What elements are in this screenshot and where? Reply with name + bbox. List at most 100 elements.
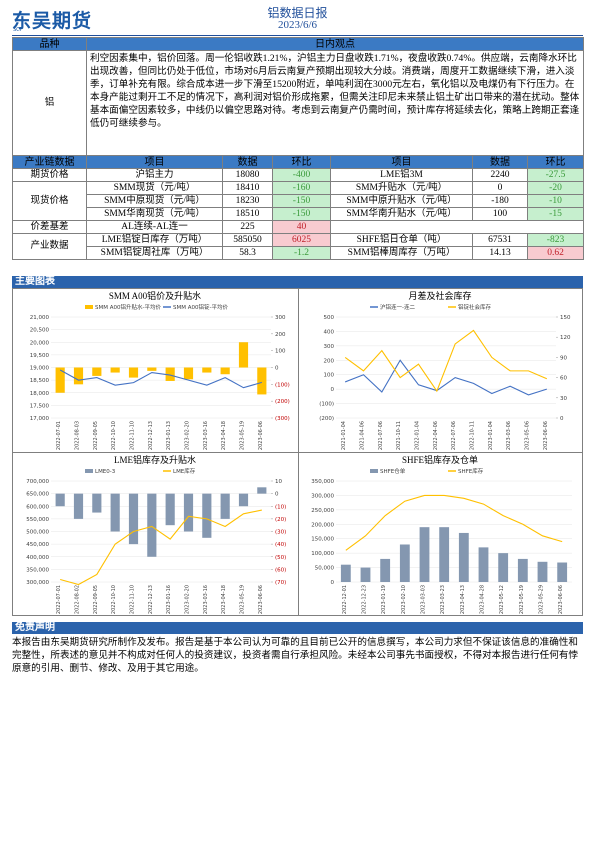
line (344, 329, 548, 393)
change: -1.2 (272, 246, 331, 260)
y-tick-label: 400 (324, 329, 335, 335)
y-tick-label: 18,500 (30, 378, 50, 384)
y-tick-label: 19,000 (30, 366, 50, 372)
item: SMM铝锭周社库（万吨） (86, 246, 223, 260)
y-tick-label: 0 (331, 580, 335, 586)
data-table: 品种 日内观点 铝 利空因素集中，铝价回落。周一伦铝收跌1.21%，沪铝主力日盘… (12, 37, 584, 260)
item: SMM中原现货（元/吨） (86, 194, 223, 208)
x-tick-label: 2021-04-06 (360, 421, 366, 450)
bar (147, 493, 157, 557)
header-cell: 品种 (12, 37, 87, 51)
bar (478, 547, 489, 582)
y-tick-label: 500,000 (26, 530, 49, 536)
value: 585050 (222, 233, 273, 247)
y-tick-label: 20,500 (30, 328, 50, 334)
x-tick-label: 2023-04-28 (480, 585, 486, 614)
bar (439, 527, 450, 582)
group-name: 期货价格 (12, 168, 87, 182)
legend-label: SHFE库存 (458, 467, 484, 475)
value: -180 (472, 194, 528, 208)
industry-row: 产业数据 LME铝锭日库存（万吨） 585050 6025 SHFE铝日仓单（吨） 675… (12, 233, 584, 260)
x-tick-label: 2022-10-11 (470, 421, 476, 450)
x-tick-label: 2022-07-01 (56, 421, 62, 450)
value: 225 (222, 220, 273, 234)
x-tick-label: 2023-06-06 (258, 421, 264, 450)
item: SMM升贴水（元/吨） (330, 181, 473, 195)
x-tick-label: 2022-12-23 (362, 585, 368, 614)
chart-cell: SHFE铝库存及仓单 0 50,000 100,000 150,000 200,000 25… (298, 453, 583, 616)
bar (92, 493, 102, 513)
view-header: 品种 日内观点 (12, 37, 584, 51)
y2-tick-label: (40) (275, 542, 286, 548)
bar (238, 493, 249, 507)
group-name: 现货价格 (12, 181, 87, 221)
logo: 东吴期货 (12, 10, 93, 32)
bar (220, 367, 230, 375)
bar (340, 564, 351, 582)
bar (202, 493, 212, 538)
chart-title: SHFE铝库存及仓单 (402, 454, 478, 465)
header-cell: 产业链数据 (12, 155, 87, 169)
chart: SMM A00铝价及升贴水 17,000 17,500 18,000 18,500 19,… (30, 290, 290, 450)
x-tick-label: 2023-02-10 (401, 585, 407, 614)
value: 2240 (472, 168, 528, 182)
view-row: 铝 利空因素集中，铝价回落。周一伦铝收跌1.21%，沪铝主力日盘收跌1.71%，… (12, 50, 584, 156)
y-tick-label: (200) (319, 416, 334, 422)
bar (55, 367, 65, 393)
y-tick-label: 300,000 (311, 493, 334, 499)
legend-swatch (85, 305, 93, 309)
legend-label: LME0-3 (95, 469, 116, 475)
line (59, 369, 262, 389)
value: 14.13 (472, 246, 528, 260)
value: 18410 (222, 181, 273, 195)
value: 100 (472, 207, 528, 221)
bar (183, 493, 194, 532)
legend-label: 沪铝连一-连二 (380, 303, 415, 311)
y-tick-label: 50,000 (315, 566, 335, 572)
y2-tick-label: 60 (560, 376, 567, 382)
y-tick-label: (100) (319, 402, 334, 408)
x-tick-label: 2023-05-06 (525, 421, 531, 450)
industry-row: SMM华南现货（元/吨） 18510 -150 SMM华南升贴水（元/吨） 100 -15 (13, 207, 584, 221)
x-tick-label: 2022-01-04 (415, 421, 421, 450)
x-tick-label: 2023-06-06 (258, 585, 264, 614)
x-tick-label: 2022-09-05 (93, 421, 99, 450)
item: LME铝锭日库存（万吨） (86, 233, 223, 247)
y-tick-label: 19,500 (30, 353, 50, 359)
x-tick-label: 2022-10-10 (111, 421, 117, 450)
bar (380, 558, 391, 582)
chart-cell: SMM A00铝价及升贴水 17,000 17,500 18,000 18,500 19,… (13, 289, 299, 453)
legend-swatch (85, 469, 93, 473)
bar (128, 367, 139, 378)
legend-swatch (370, 469, 378, 473)
header-cell: 数据 (222, 155, 273, 169)
bar (399, 544, 410, 582)
value: 58.3 (222, 246, 273, 260)
change: -15 (527, 207, 584, 221)
value: 0 (472, 181, 528, 195)
header-cell: 项目 (330, 155, 473, 169)
y-tick-label: 200,000 (311, 522, 334, 528)
change: -400 (272, 168, 331, 182)
y2-tick-label: 0 (275, 366, 279, 372)
y-tick-label: 21,000 (30, 315, 50, 321)
y2-tick-label: (30) (275, 530, 286, 536)
y-tick-label: 300,000 (26, 580, 49, 586)
charts-area: SMM A00铝价及升贴水 17,000 17,500 18,000 18,500 19,… (12, 288, 583, 616)
legend-label: LME库存 (173, 467, 196, 475)
bar (257, 487, 267, 494)
y2-tick-label: (10) (275, 504, 286, 510)
header-cell: 数据 (472, 155, 528, 169)
disclaimer-text: 本报告由东吴期货研究所制作及发布。报告是基于本公司认为可靠的且目前已公开的信息撰… (12, 637, 579, 674)
y2-tick-label: 0 (275, 492, 279, 498)
y2-tick-label: 100 (275, 349, 286, 355)
y-tick-label: 400,000 (26, 555, 49, 561)
y2-tick-label: 30 (560, 396, 567, 402)
change: -150 (272, 207, 331, 221)
chart: SHFE铝库存及仓单 0 50,000 100,000 150,000 200,000 25… (311, 454, 572, 614)
x-tick-label: 2022-12-01 (342, 585, 348, 614)
value: 18230 (222, 194, 273, 208)
header-cell: 日内观点 (86, 37, 584, 51)
y2-tick-label: (200) (275, 399, 290, 405)
